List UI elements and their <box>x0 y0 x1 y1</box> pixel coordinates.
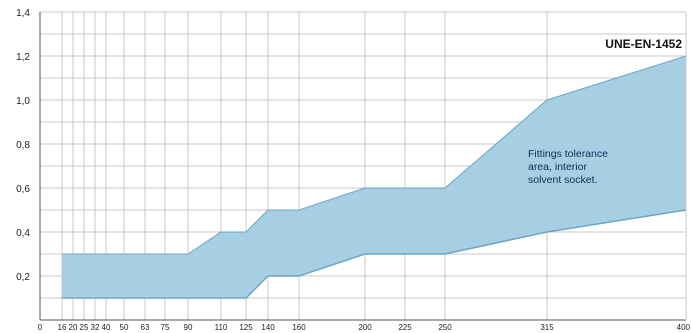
x-tick-label: 400 <box>677 323 691 332</box>
tolerance-band <box>62 56 686 298</box>
x-tick-label: 75 <box>161 323 170 332</box>
y-tick-label: 1,0 <box>16 96 30 107</box>
x-tick-label: 125 <box>239 323 253 332</box>
x-tick-label: 225 <box>398 323 412 332</box>
y-tick-label: 0,8 <box>16 140 30 151</box>
x-tick-label: 200 <box>358 323 372 332</box>
annotation-line-2: area, interior <box>528 161 587 173</box>
annotation-line-3: solvent socket. <box>528 174 597 186</box>
x-tick-labels: 0 16 20 25 32 40 50 63 75 90 110 125 140 160 200 225 250… <box>38 323 691 332</box>
axes <box>39 12 687 321</box>
x-tick-label: 50 <box>120 323 129 332</box>
band-lower-edge <box>62 209 687 299</box>
x-tick-label: 63 <box>141 323 150 332</box>
x-tick-label: 0 <box>38 323 43 332</box>
annotation-line-1: Fittings tolerance <box>528 148 608 160</box>
y-tick-label: 1,4 <box>16 8 30 19</box>
y-tick-labels: 0,2 0,4 0,6 0,8 1,0 1,2 1,4 <box>16 8 30 283</box>
y-tick-label: 1,2 <box>16 52 30 63</box>
x-tick-label: 25 <box>80 323 89 332</box>
tolerance-band-layer <box>62 55 687 299</box>
x-tick-label: 110 <box>215 323 228 332</box>
x-tick-label: 90 <box>184 323 193 332</box>
x-tick-label: 250 <box>438 323 452 332</box>
y-tick-label: 0,4 <box>16 228 30 239</box>
x-tick-label: 315 <box>540 323 554 332</box>
y-tick-label: 0,2 <box>16 272 30 283</box>
x-tick-label: 140 <box>261 323 275 332</box>
y-tick-label: 0,6 <box>16 184 30 195</box>
x-tick-label: 16 <box>58 323 67 332</box>
band-upper-edge <box>62 55 687 255</box>
x-tick-label: 32 <box>91 323 100 332</box>
x-tick-label: 40 <box>102 323 111 332</box>
x-tick-label: 160 <box>292 323 306 332</box>
standard-label: UNE-EN-1452 <box>605 37 682 51</box>
x-tick-label: 20 <box>69 323 78 332</box>
